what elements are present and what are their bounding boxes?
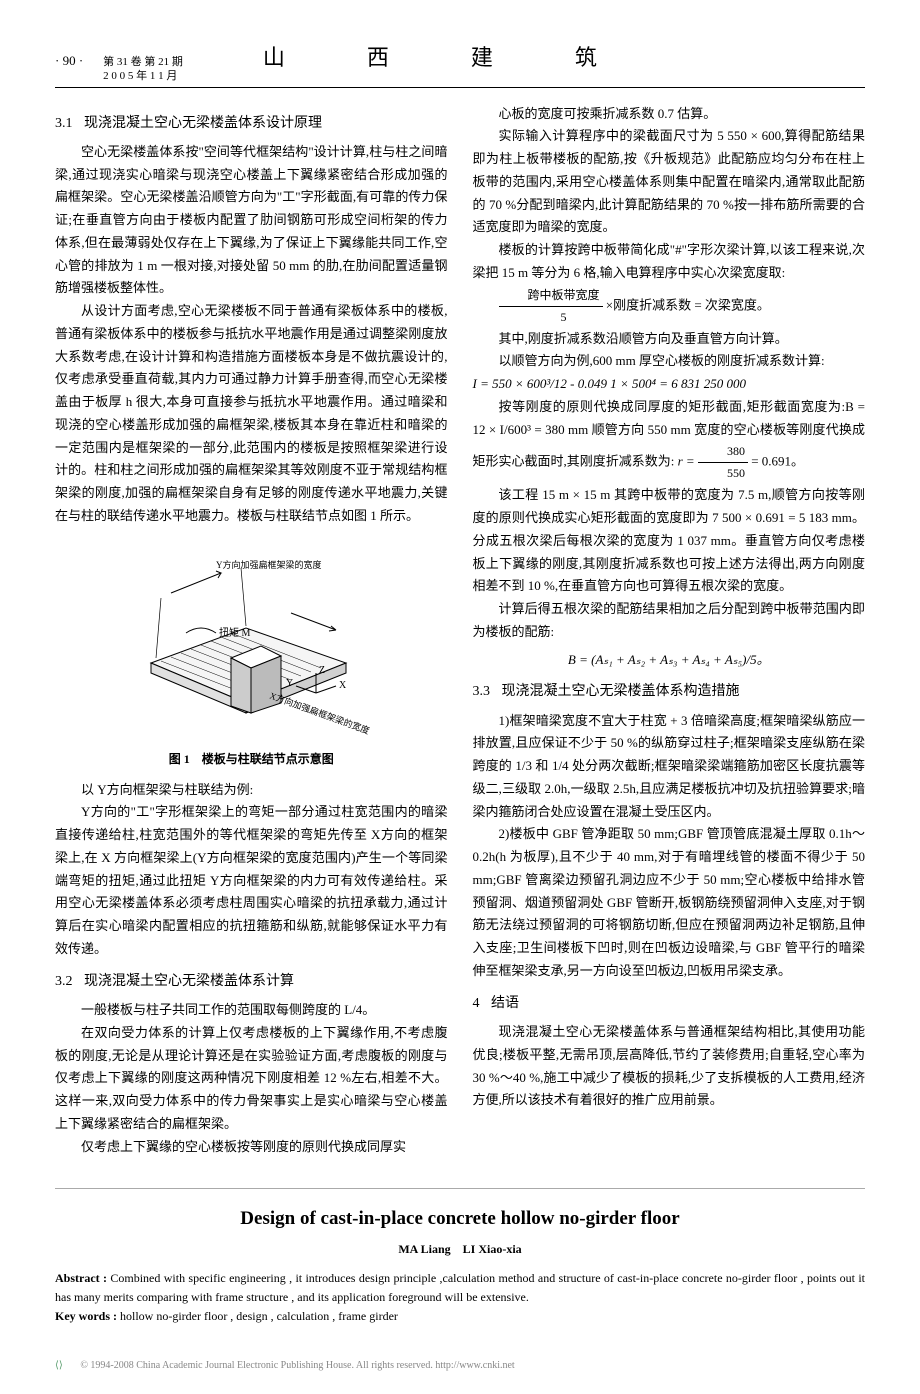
col2-p7: 该工程 15 m × 15 m 其跨中板带的宽度为 7.5 m,顺管方向按等刚度… — [473, 484, 866, 598]
sec31-p1: 空心无梁楼盖体系按"空间等代框架结构"设计计算,柱与柱之间暗梁,通过现浇实心暗梁… — [55, 141, 448, 300]
col2-p8: 计算后得五根次梁的配筋结果相加之后分配到跨中板带范围内即为楼板的配筋: — [473, 598, 866, 644]
sec33-p2: 2)楼板中 GBF 管净距取 50 mm;GBF 管顶管底混凝土厚取 0.1h～… — [473, 823, 866, 982]
journal-title: 山 西 建 筑 — [263, 40, 627, 75]
section-3-3-title: 3.3 现浇混凝土空心无梁楼盖体系构造措施 — [473, 681, 866, 703]
fig1-moment: 扭矩 M — [219, 626, 250, 639]
svg-text:X: X — [339, 680, 347, 691]
sec33-p1: 1)框架暗梁宽度不宜大于柱宽 + 3 倍暗梁高度;框架暗梁纵筋应一排放置,且应保… — [473, 710, 866, 824]
formula-1: 跨中板带宽度 5 ×刚度折减系数 = 次梁宽度。 — [473, 285, 866, 328]
page-header: · 90 · 第 31 卷 第 21 期 2 0 0 5 年 1 1 月 山 西… — [55, 40, 865, 88]
copyright-footer: ⟨⟩ © 1994-2008 China Academic Journal El… — [55, 1357, 865, 1375]
main-content: 3.1 现浇混凝土空心无梁楼盖体系设计原理 空心无梁楼盖体系按"空间等代框架结构… — [55, 103, 865, 1159]
english-authors: MA Liang LI Xiao-xia — [55, 1240, 865, 1259]
english-title: Design of cast-in-place concrete hollow … — [55, 1204, 865, 1234]
formula-4: B = (Aₛ₁ + Aₛ₂ + Aₛ₃ + Aₛ₄ + Aₛ₅)/5。 — [473, 649, 866, 672]
section-4-title: 4 结语 — [473, 993, 866, 1015]
figure1-caption: 图 1 楼板与柱联结节点示意图 — [55, 750, 448, 769]
sec32-p2: 在双向受力体系的计算上仅考虑楼板的上下翼缘作用,不考虑腹板的刚度,无论是从理论计… — [55, 1022, 448, 1136]
col2-p1: 心板的宽度可按乘折减系数 0.7 估算。 — [473, 103, 866, 126]
sec32-p3: 仅考虑上下翼缘的空心楼板按等刚度的原则代换成同厚实 — [55, 1136, 448, 1159]
left-column: 3.1 现浇混凝土空心无梁楼盖体系设计原理 空心无梁楼盖体系按"空间等代框架结构… — [55, 103, 448, 1159]
sec31-p3: 以 Y方向框架梁与柱联结为例: — [55, 779, 448, 802]
fig1-label-right: X方向加强扁框架梁的宽度 — [269, 689, 372, 735]
volume-issue: 第 31 卷 第 21 期 2 0 0 5 年 1 1 月 — [103, 55, 183, 84]
svg-text:Y: Y — [286, 678, 293, 689]
col2-p3: 楼板的计算按跨中板带简化成"#"字形次梁计算,以该工程来说,次梁把 15 m 等… — [473, 239, 866, 285]
page-number: · 90 · — [55, 51, 83, 72]
english-abstract-section: Design of cast-in-place concrete hollow … — [55, 1188, 865, 1326]
sec32-p1: 一般楼板与柱子共同工作的范围取每侧跨度的 L/4。 — [55, 999, 448, 1022]
col2-p4: 其中,刚度折减系数沿顺管方向及垂直管方向计算。 — [473, 328, 866, 351]
sec4-p1: 现浇混凝土空心无梁楼盖体系与普通框架结构相比,其使用功能优良;楼板平整,无需吊顶… — [473, 1021, 866, 1112]
svg-text:Z: Z — [319, 665, 325, 676]
english-keywords: Key words : hollow no-girder floor , des… — [55, 1307, 865, 1326]
section-3-1-title: 3.1 现浇混凝土空心无梁楼盖体系设计原理 — [55, 113, 448, 135]
sec31-p2: 从设计方面考虑,空心无梁楼板不同于普通有梁板体系中的楼板,普通有梁板体系中的楼板… — [55, 300, 448, 528]
sec31-p4: Y方向的"工"字形框架梁上的弯矩一部分通过柱宽范围内的暗梁直接传递给柱,柱宽范围… — [55, 801, 448, 960]
figure-1: Y方向加强扁框架梁的宽度 X方向加强扁框架梁的宽度 扭矩 M X Y Z 图 1… — [55, 538, 448, 769]
figure1-diagram: Y方向加强扁框架梁的宽度 X方向加强扁框架梁的宽度 扭矩 M X Y Z — [131, 538, 371, 738]
section-3-2-title: 3.2 现浇混凝土空心无梁楼盖体系计算 — [55, 971, 448, 993]
col2-p6: 按等刚度的原则代换成同厚度的矩形截面,矩形截面宽度为:B = 12 × I/60… — [473, 396, 866, 485]
footer-icon: ⟨⟩ — [55, 1360, 63, 1371]
col2-p5: 以顺管方向为例,600 mm 厚空心楼板的刚度折减系数计算: — [473, 350, 866, 373]
formula-2: I = 550 × 600³/12 - 0.049 1 × 500⁴ = 6 8… — [473, 373, 866, 396]
col2-p2: 实际输入计算程序中的梁截面尺寸为 5 550 × 600,算得配筋结果即为柱上板… — [473, 125, 866, 239]
fig1-label-top: Y方向加强扁框架梁的宽度 — [216, 559, 322, 570]
right-column: 心板的宽度可按乘折减系数 0.7 估算。 实际输入计算程序中的梁截面尺寸为 5 … — [473, 103, 866, 1159]
